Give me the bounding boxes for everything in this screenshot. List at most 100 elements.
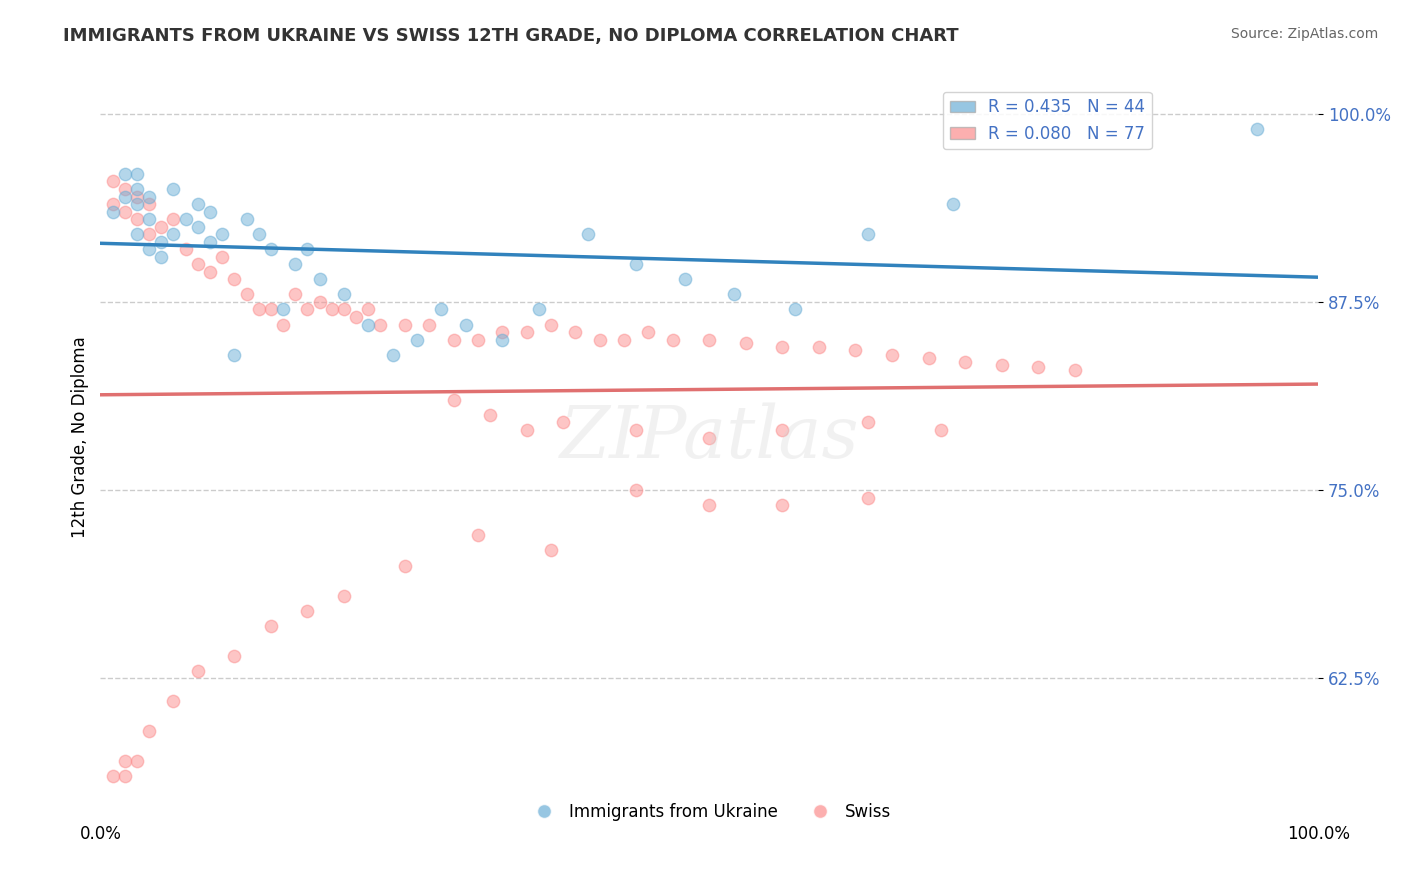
Legend: Immigrants from Ukraine, Swiss: Immigrants from Ukraine, Swiss xyxy=(520,797,897,828)
Point xyxy=(430,302,453,317)
Point xyxy=(697,430,720,444)
Point xyxy=(101,769,124,783)
Point xyxy=(626,257,648,271)
Point xyxy=(114,204,136,219)
Point xyxy=(394,318,416,332)
Point xyxy=(697,498,720,512)
Point xyxy=(187,197,209,211)
Point xyxy=(101,197,124,211)
Point xyxy=(990,358,1012,372)
Point xyxy=(662,333,685,347)
Point xyxy=(260,242,283,256)
Point xyxy=(284,257,307,271)
Point xyxy=(150,250,173,264)
Point xyxy=(198,235,221,249)
Point xyxy=(125,167,148,181)
Point xyxy=(297,242,319,256)
Point xyxy=(101,204,124,219)
Point xyxy=(540,543,562,558)
Text: IMMIGRANTS FROM UKRAINE VS SWISS 12TH GRADE, NO DIPLOMA CORRELATION CHART: IMMIGRANTS FROM UKRAINE VS SWISS 12TH GR… xyxy=(63,27,959,45)
Point xyxy=(942,197,965,211)
Point xyxy=(576,227,599,242)
Point xyxy=(917,351,939,365)
Point xyxy=(553,416,575,430)
Point xyxy=(626,423,648,437)
Point xyxy=(467,528,489,542)
Point xyxy=(247,227,270,242)
Point xyxy=(479,408,502,422)
Point xyxy=(333,302,356,317)
Point xyxy=(856,227,879,242)
Point xyxy=(114,754,136,768)
Point xyxy=(125,212,148,227)
Point xyxy=(844,343,866,358)
Point xyxy=(770,498,793,512)
Point xyxy=(589,333,612,347)
Point xyxy=(357,302,380,317)
Point xyxy=(1063,363,1085,377)
Point xyxy=(527,302,550,317)
Point xyxy=(929,423,952,437)
Point xyxy=(138,242,160,256)
Point xyxy=(613,333,636,347)
Point xyxy=(187,664,209,678)
Point xyxy=(516,423,538,437)
Point xyxy=(198,204,221,219)
Point xyxy=(162,182,184,196)
Point xyxy=(235,212,257,227)
Point xyxy=(491,325,513,339)
Point xyxy=(162,227,184,242)
Point xyxy=(807,340,830,354)
Point xyxy=(247,302,270,317)
Text: ZIPatlas: ZIPatlas xyxy=(560,402,859,473)
Point xyxy=(564,325,586,339)
Point xyxy=(333,287,356,301)
Point xyxy=(284,287,307,301)
Point xyxy=(150,235,173,249)
Point xyxy=(211,227,233,242)
Point xyxy=(321,302,343,317)
Point xyxy=(783,302,806,317)
Point xyxy=(880,348,903,362)
Point xyxy=(1246,121,1268,136)
Point xyxy=(697,333,720,347)
Point xyxy=(467,333,489,347)
Point xyxy=(138,227,160,242)
Point xyxy=(174,212,197,227)
Point xyxy=(174,242,197,256)
Point xyxy=(454,318,477,332)
Point xyxy=(734,335,756,350)
Point xyxy=(406,333,429,347)
Point xyxy=(125,182,148,196)
Point xyxy=(381,348,404,362)
Point xyxy=(308,272,330,286)
Point xyxy=(138,724,160,739)
Text: 0.0%: 0.0% xyxy=(79,824,121,843)
Point xyxy=(260,619,283,633)
Point xyxy=(187,257,209,271)
Point xyxy=(953,355,976,369)
Point xyxy=(224,648,246,663)
Point xyxy=(138,212,160,227)
Point xyxy=(637,325,659,339)
Point xyxy=(770,423,793,437)
Point xyxy=(114,182,136,196)
Point xyxy=(344,310,367,324)
Point xyxy=(211,250,233,264)
Point xyxy=(540,318,562,332)
Point xyxy=(235,287,257,301)
Point xyxy=(394,558,416,573)
Point xyxy=(101,174,124,188)
Point xyxy=(271,318,294,332)
Point xyxy=(443,392,465,407)
Point xyxy=(150,219,173,234)
Point xyxy=(125,197,148,211)
Point xyxy=(297,302,319,317)
Point xyxy=(673,272,696,286)
Point xyxy=(114,769,136,783)
Point xyxy=(333,589,356,603)
Point xyxy=(114,189,136,203)
Point xyxy=(443,333,465,347)
Point xyxy=(224,348,246,362)
Point xyxy=(114,167,136,181)
